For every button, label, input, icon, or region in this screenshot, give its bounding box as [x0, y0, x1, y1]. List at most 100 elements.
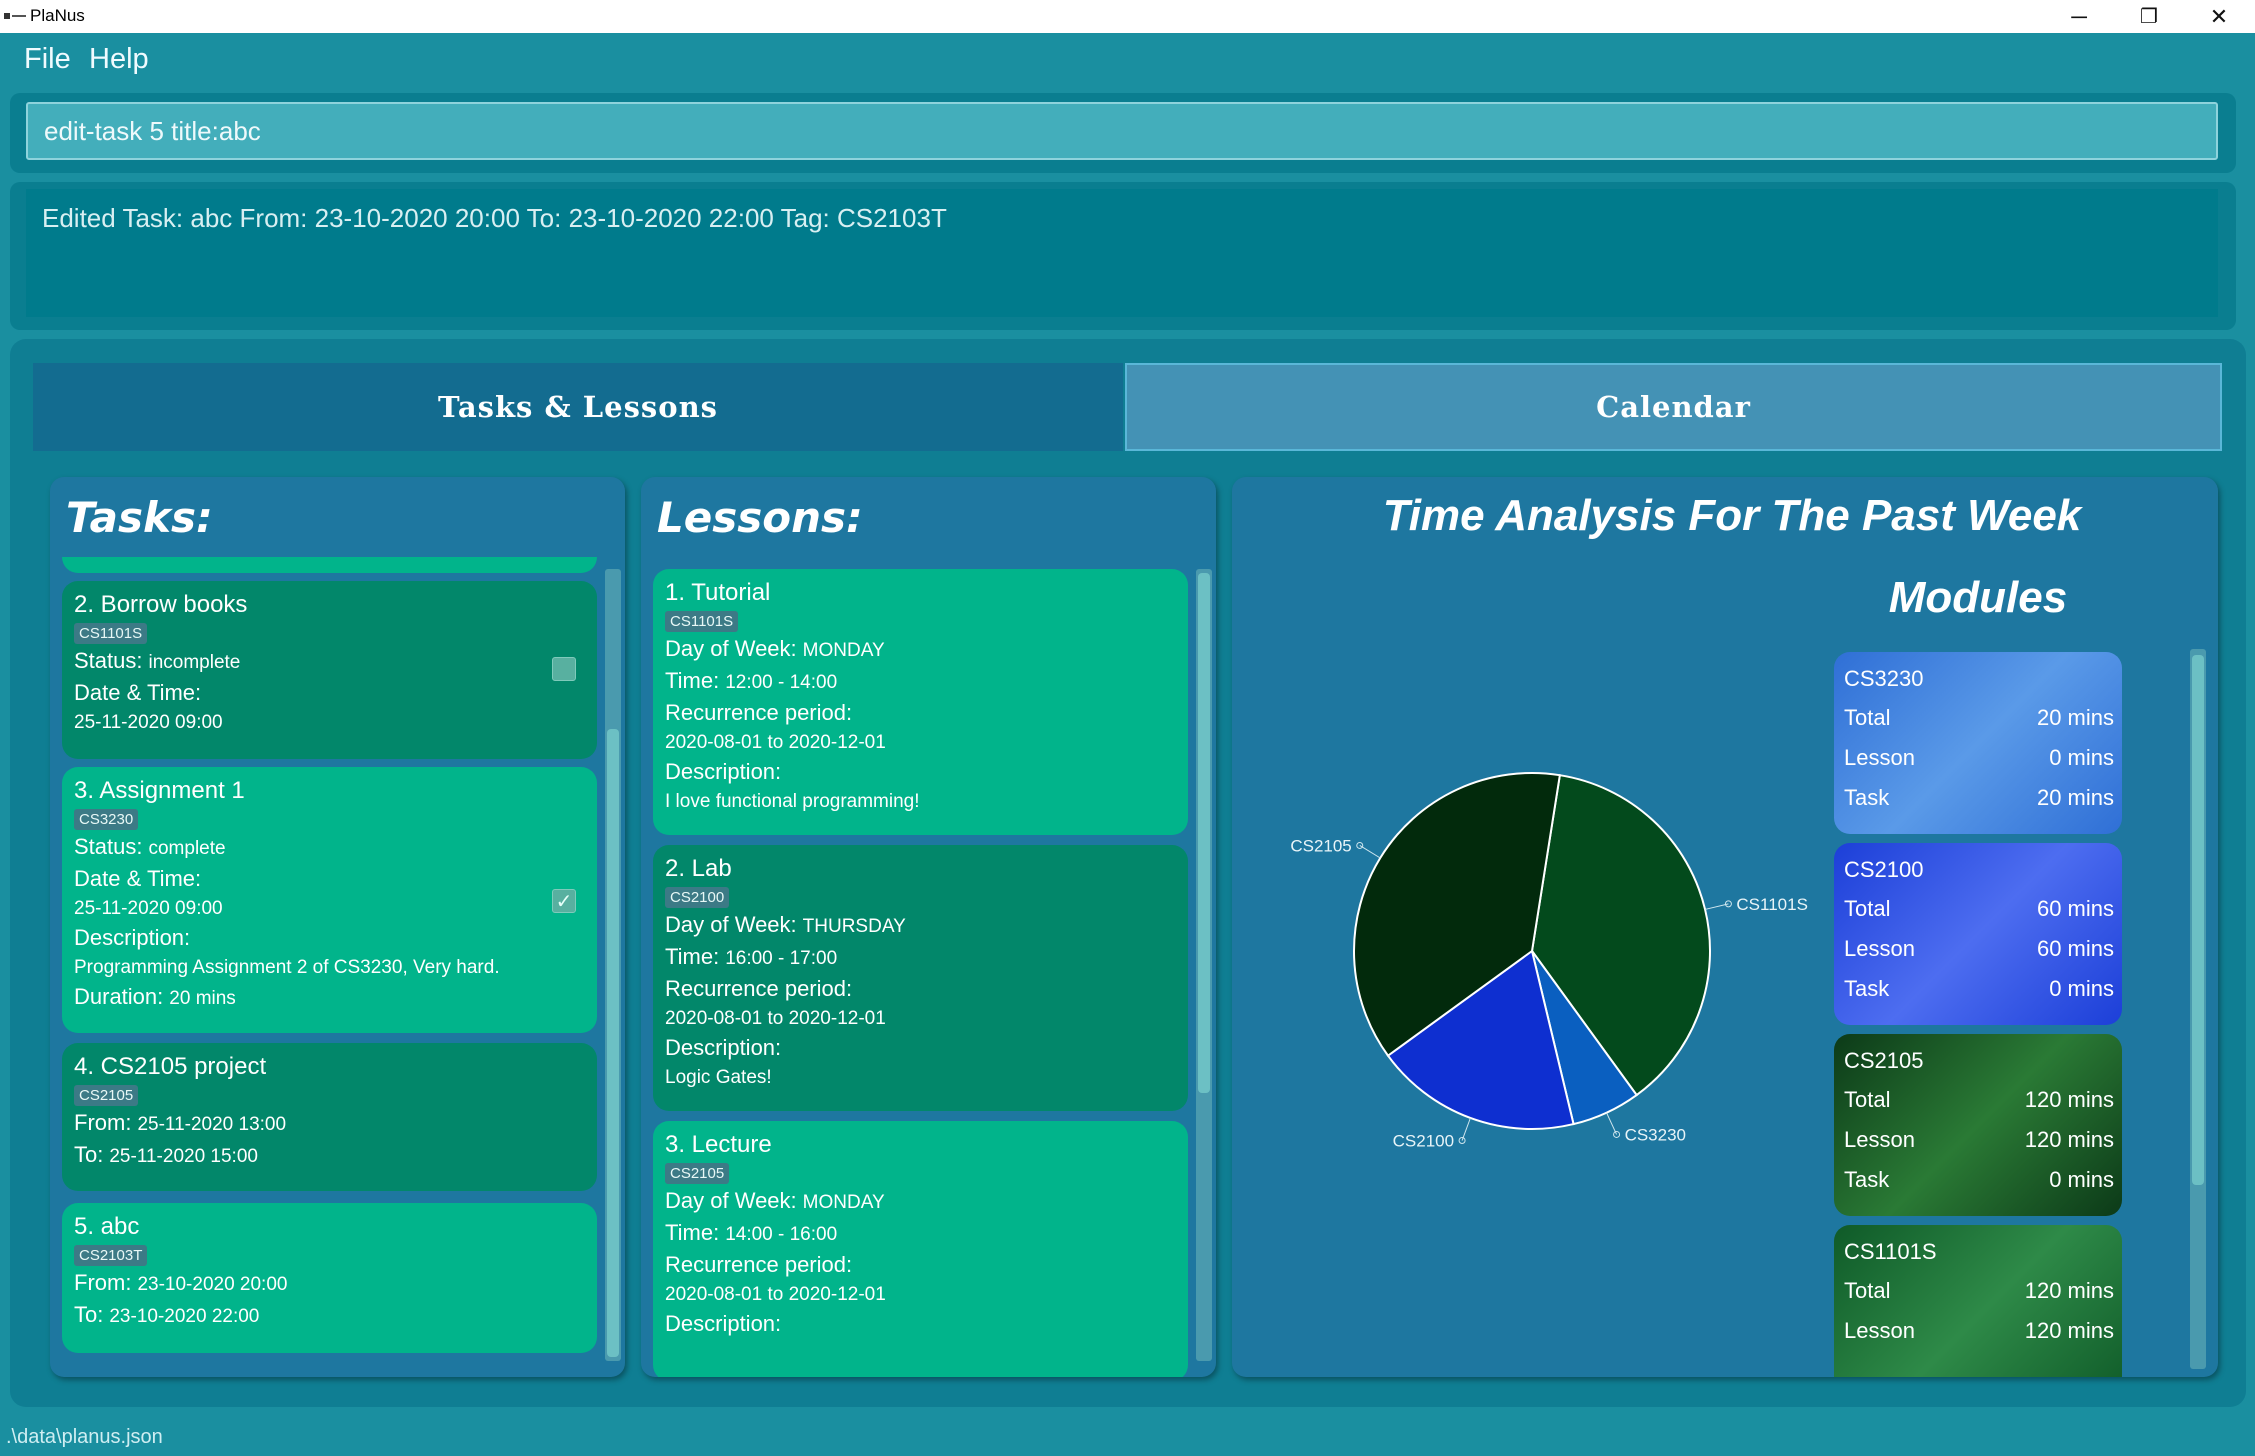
recurrence-value: 2020-08-01 to 2020-12-01	[665, 1008, 886, 1029]
menu-help[interactable]: Help	[89, 43, 149, 75]
total-value: 60 mins	[2036, 896, 2114, 921]
task-title: 4. CS2105 project	[74, 1053, 267, 1080]
pie-label-dot	[1724, 900, 1732, 908]
lesson-label: Lesson	[1844, 1318, 1915, 1343]
total-label: Total	[1844, 705, 1891, 730]
tasks-scrollbar-thumb[interactable]	[607, 729, 619, 1357]
module-code: CS1101S	[1844, 1239, 1937, 1264]
task-done-checkbox[interactable]: ✓	[552, 889, 576, 913]
to-value: 25-11-2020 15:00	[109, 1146, 258, 1167]
lesson-tag: CS2105	[665, 1163, 730, 1184]
lesson-title: 2. Lab	[665, 855, 732, 882]
task-card[interactable]: 2. Borrow books CS1101S Status: incomplet…	[62, 581, 597, 759]
task-card[interactable]: 3. Assignment 1 CS3230 Status: complete D…	[62, 767, 597, 1033]
description-value: Programming Assignment 2 of CS3230, Very…	[74, 957, 500, 978]
from-value: 25-11-2020 13:00	[137, 1114, 287, 1135]
task-card[interactable]: 5. abc CS2103T From: 23-10-2020 20:00 To:…	[62, 1203, 597, 1353]
total-value: 120 mins	[2024, 1087, 2114, 1112]
title-bar: PlaNus ─ ❐ ✕	[0, 0, 2255, 33]
tab-tasks-lessons[interactable]: Tasks & Lessons	[33, 363, 1123, 451]
tab-calendar[interactable]: Calendar	[1125, 363, 2222, 451]
day-value: MONDAY	[802, 640, 885, 661]
tasks-title: Tasks:	[66, 493, 213, 542]
module-code: CS3230	[1844, 666, 1924, 691]
window-title: PlaNus	[30, 6, 85, 25]
modules-scrollbar[interactable]	[2190, 649, 2206, 1369]
modules-title: Modules	[1888, 573, 2068, 622]
recurrence-value: 2020-08-01 to 2020-12-01	[665, 732, 886, 753]
close-button[interactable]: ✕	[2209, 3, 2229, 29]
lessons-scrollbar[interactable]	[1196, 569, 1212, 1361]
from-value: 23-10-2020 20:00	[137, 1274, 288, 1295]
lesson-card[interactable]: 1. Tutorial CS1101S Day of Week: MONDAY T…	[653, 569, 1188, 835]
pie-label-line	[1606, 1112, 1618, 1135]
lesson-value: 60 mins	[2036, 936, 2114, 961]
description-label: Description:	[665, 1311, 782, 1336]
day-value: THURSDAY	[802, 916, 906, 937]
module-card-cs2100[interactable]: CS2100 Total 60 mins Lesson 60 mins Task 0 …	[1834, 843, 2122, 1025]
status-label: Status:	[74, 648, 143, 673]
day-label: Day of Week:	[665, 1188, 797, 1213]
pie-label-cs3230: CS3230	[1625, 1125, 1686, 1144]
tasks-scrollbar[interactable]	[605, 569, 621, 1361]
time-value: 12:00 - 14:00	[725, 672, 838, 693]
command-input[interactable]: edit-task 5 title:abc	[26, 102, 2218, 160]
menu-file[interactable]: File	[24, 43, 71, 75]
time-value: 14:00 - 16:00	[725, 1224, 838, 1245]
task-card[interactable]: 4. CS2105 project CS2105 From: 25-11-2020…	[62, 1043, 597, 1191]
lessons-scrollbar-thumb[interactable]	[1198, 573, 1210, 1093]
task-label: Task	[1844, 1167, 1890, 1192]
menu-bar: File Help	[0, 33, 2255, 87]
lesson-title: 1. Tutorial	[665, 579, 771, 606]
task-tag: CS2105	[74, 1085, 139, 1106]
module-code: CS2100	[1844, 857, 1924, 882]
recurrence-label: Recurrence period:	[665, 1252, 853, 1277]
lesson-card[interactable]: 3. Lecture CS2105 Day of Week: MONDAY Tim…	[653, 1121, 1188, 1377]
to-label: To:	[74, 1142, 104, 1167]
result-display: Edited Task: abc From: 23-10-2020 20:00 …	[10, 182, 2236, 330]
from-label: From:	[74, 1270, 132, 1295]
module-card-cs2105[interactable]: CS2105 Total 120 mins Lesson 120 mins Task…	[1834, 1034, 2122, 1216]
datetime-label: Date & Time:	[74, 866, 202, 891]
day-label: Day of Week:	[665, 636, 797, 661]
partial-task-card	[62, 557, 597, 573]
day-label: Day of Week:	[665, 912, 797, 937]
description-label: Description:	[665, 759, 782, 784]
minimize-button[interactable]: ─	[2071, 3, 2087, 29]
total-label: Total	[1844, 1278, 1891, 1303]
from-label: From:	[74, 1110, 132, 1135]
lesson-card[interactable]: 2. Lab CS2100 Day of Week: THURSDAY Time:…	[653, 845, 1188, 1111]
task-tag: CS2103T	[74, 1245, 148, 1266]
task-label: Task	[1844, 785, 1890, 810]
to-value: 23-10-2020 22:00	[109, 1306, 260, 1327]
recurrence-value: 2020-08-01 to 2020-12-01	[665, 1284, 886, 1305]
to-label: To:	[74, 1302, 104, 1327]
task-done-checkbox[interactable]	[552, 657, 576, 681]
status-value: incomplete	[148, 652, 241, 673]
datetime-value: 25-11-2020 09:00	[74, 898, 223, 919]
pie-label-dot	[1613, 1130, 1621, 1138]
pie-slice-cs1101s	[1530, 774, 1711, 1097]
description-label: Description:	[665, 1035, 782, 1060]
app-icon	[4, 13, 26, 19]
duration-value: 20 mins	[169, 988, 236, 1009]
modules-scrollbar-thumb[interactable]	[2192, 655, 2204, 1185]
datetime-value: 25-11-2020 09:00	[74, 712, 223, 733]
lesson-value: 0 mins	[2049, 745, 2114, 770]
lesson-tag: CS2100	[665, 887, 730, 908]
task-title: 3. Assignment 1	[74, 777, 245, 804]
module-card-cs3230[interactable]: CS3230 Total 20 mins Lesson 0 mins Task 20 …	[1834, 652, 2122, 834]
pie-label-cs2105: CS2105	[1290, 836, 1351, 855]
recurrence-label: Recurrence period:	[665, 976, 853, 1001]
maximize-button[interactable]: ❐	[2140, 6, 2158, 28]
time-label: Time:	[665, 944, 720, 969]
lesson-title: 3. Lecture	[665, 1131, 772, 1158]
module-card-cs1101s[interactable]: CS1101S Total 120 mins Lesson 120 mins	[1834, 1225, 2122, 1377]
task-tag: CS1101S	[74, 623, 148, 644]
pie-label-dot	[1356, 841, 1364, 849]
task-value: 0 mins	[2049, 976, 2114, 1001]
description-label: Description:	[74, 925, 191, 950]
lesson-label: Lesson	[1844, 1127, 1915, 1152]
tasks-panel: Tasks: 2. Borrow books CS1101S Status: in…	[50, 477, 625, 1377]
day-value: MONDAY	[802, 1192, 885, 1213]
